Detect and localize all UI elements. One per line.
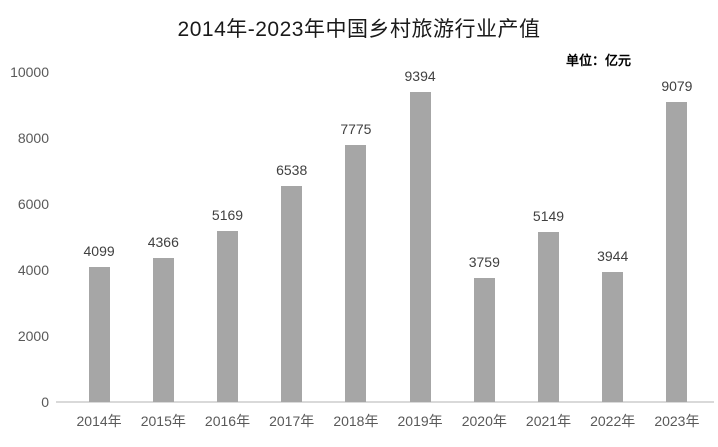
y-tick-label: 2000 (17, 328, 49, 344)
x-tick-label: 2020年 (461, 413, 507, 429)
chart-title: 2014年-2023年中国乡村旅游行业产值 (177, 18, 541, 41)
bar-value-label: 9079 (661, 78, 693, 95)
y-tick-label: 6000 (17, 196, 49, 212)
unit-label: 单位：亿元 (566, 53, 632, 68)
bar-value-label: 3944 (597, 247, 629, 264)
bar (345, 145, 367, 402)
x-axis-line (56, 401, 714, 403)
y-tick-label: 10000 (10, 64, 49, 80)
bar (666, 102, 688, 402)
x-tick-label: 2016年 (204, 413, 251, 429)
bar-value-label: 4366 (147, 233, 179, 250)
bar-value-label: 7775 (340, 121, 372, 138)
bar (538, 232, 559, 402)
bar-value-label: 3759 (468, 253, 500, 270)
bar (152, 257, 174, 402)
bar-value-label: 5169 (211, 207, 244, 224)
y-tick-label: 8000 (17, 130, 49, 146)
bar (602, 271, 624, 402)
x-tick-label: 2017年 (269, 413, 315, 429)
x-tick-label: 2021年 (525, 413, 572, 429)
y-tick-label: 0 (41, 394, 49, 410)
x-tick-label: 2022年 (590, 413, 636, 429)
bar (473, 277, 495, 402)
x-tick-label: 2023年 (654, 413, 700, 429)
bar (217, 231, 238, 402)
bar (409, 91, 431, 402)
x-tick-label: 2019年 (397, 413, 443, 429)
x-tick-label: 2018年 (333, 413, 379, 429)
bar-value-label: 6538 (276, 162, 308, 179)
bar-value-label: 4099 (83, 242, 115, 259)
bar-value-label: 9394 (404, 67, 436, 84)
bar (281, 186, 303, 402)
x-tick-label: 2015年 (140, 413, 186, 429)
x-tick-label: 2014年 (76, 413, 122, 429)
bar (88, 266, 110, 402)
y-tick-label: 4000 (17, 262, 49, 278)
bar-value-label: 5149 (532, 208, 565, 225)
